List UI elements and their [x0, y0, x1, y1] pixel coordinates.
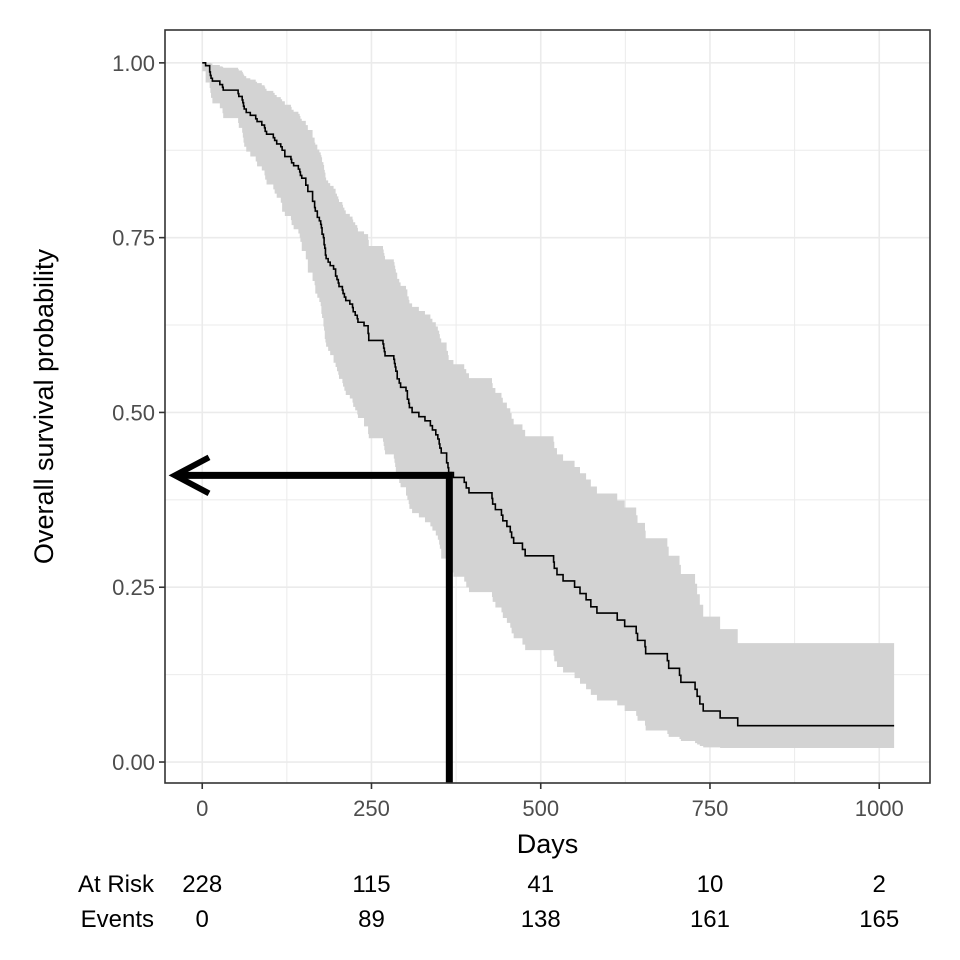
- annotation-arrowhead: [168, 454, 211, 497]
- y-axis: 0.00 0.25 0.50 0.75 1.00: [112, 51, 165, 775]
- annotation: [168, 454, 453, 783]
- risk-value: 0: [196, 906, 209, 933]
- risk-value: 10: [697, 871, 724, 898]
- y-tick-label: 0.00: [112, 750, 155, 775]
- survival-curve: [202, 62, 895, 727]
- y-tick-label: 0.75: [112, 226, 155, 251]
- x-axis-title: Days: [517, 829, 579, 859]
- y-tick-label: 0.25: [112, 575, 155, 600]
- risk-row-label: Events: [81, 906, 154, 933]
- risk-value: 165: [859, 906, 899, 933]
- risk-value: 138: [521, 906, 561, 933]
- risk-row-label: At Risk: [78, 871, 155, 898]
- y-tick-label: 1.00: [112, 51, 155, 76]
- plot-frame: [164, 29, 931, 784]
- risk-value: 41: [527, 871, 554, 898]
- x-tick-label: 750: [692, 796, 729, 821]
- confidence-band: [202, 62, 895, 749]
- x-tick-label: 1000: [855, 796, 904, 821]
- x-tick-label: 0: [196, 796, 208, 821]
- risk-value: 2: [873, 871, 886, 898]
- risk-value: 161: [690, 906, 730, 933]
- x-tick-label: 250: [353, 796, 390, 821]
- risk-value: 89: [358, 906, 385, 933]
- risk-value: 115: [352, 871, 390, 898]
- y-tick-label: 0.50: [112, 400, 155, 425]
- y-axis-title: Overall survival probability: [29, 248, 59, 564]
- x-axis: 0 250 500 750 1000: [196, 783, 904, 821]
- risk-value: 228: [182, 871, 222, 898]
- x-tick-label: 500: [522, 796, 559, 821]
- risk-table: At Risk 228 115 41 10 2 Events 0 89 138 161 165: [78, 871, 899, 933]
